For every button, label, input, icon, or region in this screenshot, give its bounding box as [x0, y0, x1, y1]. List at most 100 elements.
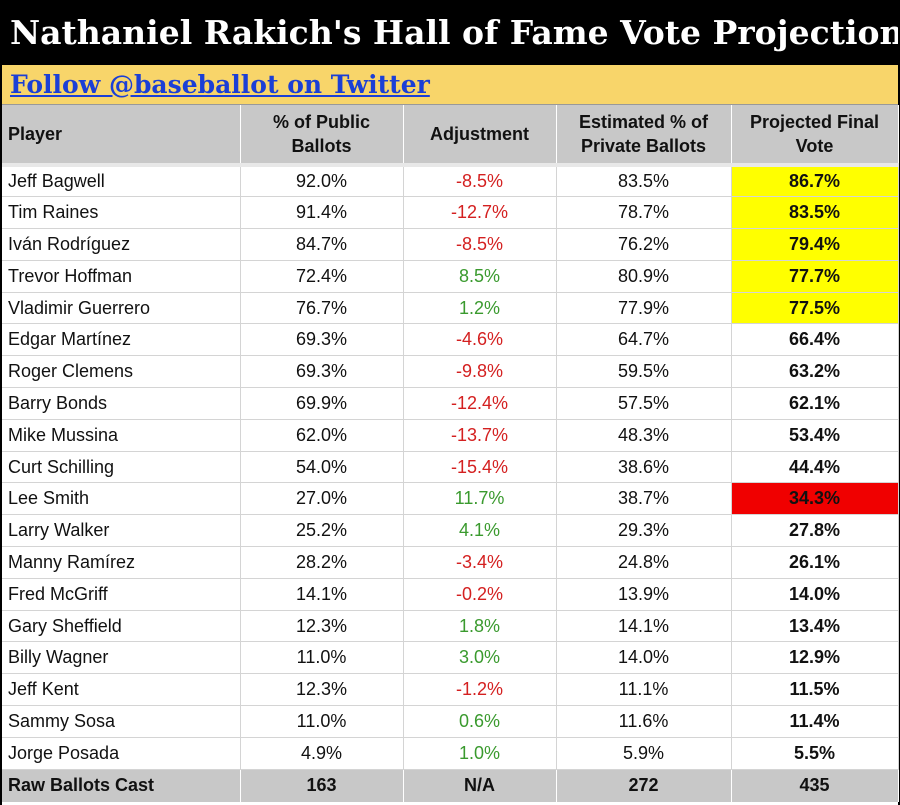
cell-private-ballots[interactable]: 14.0% [556, 641, 732, 675]
cell-private-ballots[interactable]: 76.2% [556, 228, 732, 261]
cell-player[interactable]: Larry Walker [2, 514, 241, 548]
cell-projected-vote[interactable]: 53.4% [731, 419, 899, 452]
cell-adjustment[interactable]: -12.7% [403, 196, 557, 230]
cell-adjustment[interactable]: 1.0% [403, 737, 557, 770]
cell-player[interactable]: Lee Smith [2, 482, 241, 516]
cell-player[interactable]: Mike Mussina [2, 419, 241, 452]
cell-private-ballots[interactable]: 83.5% [556, 165, 732, 198]
header-adjustment[interactable]: Adjustment [403, 105, 557, 167]
cell-private-ballots[interactable]: 11.1% [556, 673, 732, 707]
cell-private-ballots[interactable]: 11.6% [556, 705, 732, 738]
cell-adjustment[interactable]: -4.6% [403, 323, 557, 357]
cell-adjustment[interactable]: -13.7% [403, 419, 557, 452]
cell-player[interactable]: Sammy Sosa [2, 705, 241, 738]
cell-projected-vote[interactable]: 86.7% [731, 165, 899, 198]
cell-public-ballots[interactable]: 76.7% [240, 292, 404, 325]
footer-public[interactable]: 163 [240, 769, 404, 803]
cell-public-ballots[interactable]: 69.9% [240, 387, 404, 420]
cell-private-ballots[interactable]: 13.9% [556, 578, 732, 611]
cell-player[interactable]: Fred McGriff [2, 578, 241, 611]
cell-adjustment[interactable]: -15.4% [403, 451, 557, 484]
cell-public-ballots[interactable]: 69.3% [240, 323, 404, 357]
cell-adjustment[interactable]: 0.6% [403, 705, 557, 738]
cell-projected-vote[interactable]: 79.4% [731, 228, 899, 261]
cell-player[interactable]: Vladimir Guerrero [2, 292, 241, 325]
cell-private-ballots[interactable]: 78.7% [556, 196, 732, 230]
cell-player[interactable]: Jorge Posada [2, 737, 241, 770]
header-projected-vote[interactable]: Projected Final Vote [731, 105, 899, 167]
cell-projected-vote[interactable]: 5.5% [731, 737, 899, 770]
cell-public-ballots[interactable]: 72.4% [240, 260, 404, 293]
cell-private-ballots[interactable]: 29.3% [556, 514, 732, 548]
cell-public-ballots[interactable]: 14.1% [240, 578, 404, 611]
cell-private-ballots[interactable]: 38.7% [556, 482, 732, 516]
cell-private-ballots[interactable]: 77.9% [556, 292, 732, 325]
cell-projected-vote[interactable]: 34.3% [731, 482, 899, 516]
cell-adjustment[interactable]: -9.8% [403, 355, 557, 389]
cell-private-ballots[interactable]: 14.1% [556, 610, 732, 643]
cell-private-ballots[interactable]: 38.6% [556, 451, 732, 484]
cell-player[interactable]: Edgar Martínez [2, 323, 241, 357]
cell-public-ballots[interactable]: 12.3% [240, 610, 404, 643]
cell-projected-vote[interactable]: 11.4% [731, 705, 899, 738]
cell-projected-vote[interactable]: 66.4% [731, 323, 899, 357]
cell-private-ballots[interactable]: 57.5% [556, 387, 732, 420]
footer-private[interactable]: 272 [556, 769, 732, 803]
cell-adjustment[interactable]: 4.1% [403, 514, 557, 548]
cell-adjustment[interactable]: -1.2% [403, 673, 557, 707]
cell-player[interactable]: Tim Raines [2, 196, 241, 230]
header-public-ballots[interactable]: % of Public Ballots [240, 105, 404, 167]
cell-player[interactable]: Gary Sheffield [2, 610, 241, 643]
cell-public-ballots[interactable]: 62.0% [240, 419, 404, 452]
cell-projected-vote[interactable]: 13.4% [731, 610, 899, 643]
cell-player[interactable]: Jeff Bagwell [2, 165, 241, 198]
cell-public-ballots[interactable]: 69.3% [240, 355, 404, 389]
cell-public-ballots[interactable]: 11.0% [240, 705, 404, 738]
cell-player[interactable]: Barry Bonds [2, 387, 241, 420]
follow-twitter-link[interactable]: Follow @baseballot on Twitter [10, 70, 430, 99]
cell-private-ballots[interactable]: 64.7% [556, 323, 732, 357]
cell-player[interactable]: Roger Clemens [2, 355, 241, 389]
cell-private-ballots[interactable]: 48.3% [556, 419, 732, 452]
cell-projected-vote[interactable]: 14.0% [731, 578, 899, 611]
cell-projected-vote[interactable]: 27.8% [731, 514, 899, 548]
cell-adjustment[interactable]: 3.0% [403, 641, 557, 675]
cell-public-ballots[interactable]: 12.3% [240, 673, 404, 707]
cell-public-ballots[interactable]: 27.0% [240, 482, 404, 516]
cell-private-ballots[interactable]: 80.9% [556, 260, 732, 293]
cell-player[interactable]: Iván Rodríguez [2, 228, 241, 261]
footer-adjustment[interactable]: N/A [403, 769, 557, 803]
cell-player[interactable]: Jeff Kent [2, 673, 241, 707]
cell-public-ballots[interactable]: 84.7% [240, 228, 404, 261]
cell-private-ballots[interactable]: 5.9% [556, 737, 732, 770]
cell-projected-vote[interactable]: 77.5% [731, 292, 899, 325]
cell-public-ballots[interactable]: 54.0% [240, 451, 404, 484]
cell-public-ballots[interactable]: 4.9% [240, 737, 404, 770]
cell-public-ballots[interactable]: 28.2% [240, 546, 404, 579]
cell-public-ballots[interactable]: 92.0% [240, 165, 404, 198]
cell-projected-vote[interactable]: 77.7% [731, 260, 899, 293]
cell-player[interactable]: Manny Ramírez [2, 546, 241, 579]
cell-projected-vote[interactable]: 12.9% [731, 641, 899, 675]
cell-projected-vote[interactable]: 26.1% [731, 546, 899, 579]
footer-label[interactable]: Raw Ballots Cast [2, 769, 241, 803]
cell-public-ballots[interactable]: 91.4% [240, 196, 404, 230]
cell-private-ballots[interactable]: 59.5% [556, 355, 732, 389]
cell-public-ballots[interactable]: 11.0% [240, 641, 404, 675]
cell-projected-vote[interactable]: 63.2% [731, 355, 899, 389]
cell-projected-vote[interactable]: 62.1% [731, 387, 899, 420]
cell-projected-vote[interactable]: 11.5% [731, 673, 899, 707]
cell-adjustment[interactable]: -8.5% [403, 165, 557, 198]
cell-adjustment[interactable]: 8.5% [403, 260, 557, 293]
cell-adjustment[interactable]: 1.8% [403, 610, 557, 643]
cell-projected-vote[interactable]: 83.5% [731, 196, 899, 230]
cell-adjustment[interactable]: 1.2% [403, 292, 557, 325]
cell-adjustment[interactable]: -8.5% [403, 228, 557, 261]
cell-player[interactable]: Curt Schilling [2, 451, 241, 484]
cell-private-ballots[interactable]: 24.8% [556, 546, 732, 579]
header-private-ballots[interactable]: Estimated % of Private Ballots [556, 105, 732, 167]
cell-adjustment[interactable]: -3.4% [403, 546, 557, 579]
cell-player[interactable]: Trevor Hoffman [2, 260, 241, 293]
cell-adjustment[interactable]: -12.4% [403, 387, 557, 420]
header-player[interactable]: Player [2, 105, 241, 167]
